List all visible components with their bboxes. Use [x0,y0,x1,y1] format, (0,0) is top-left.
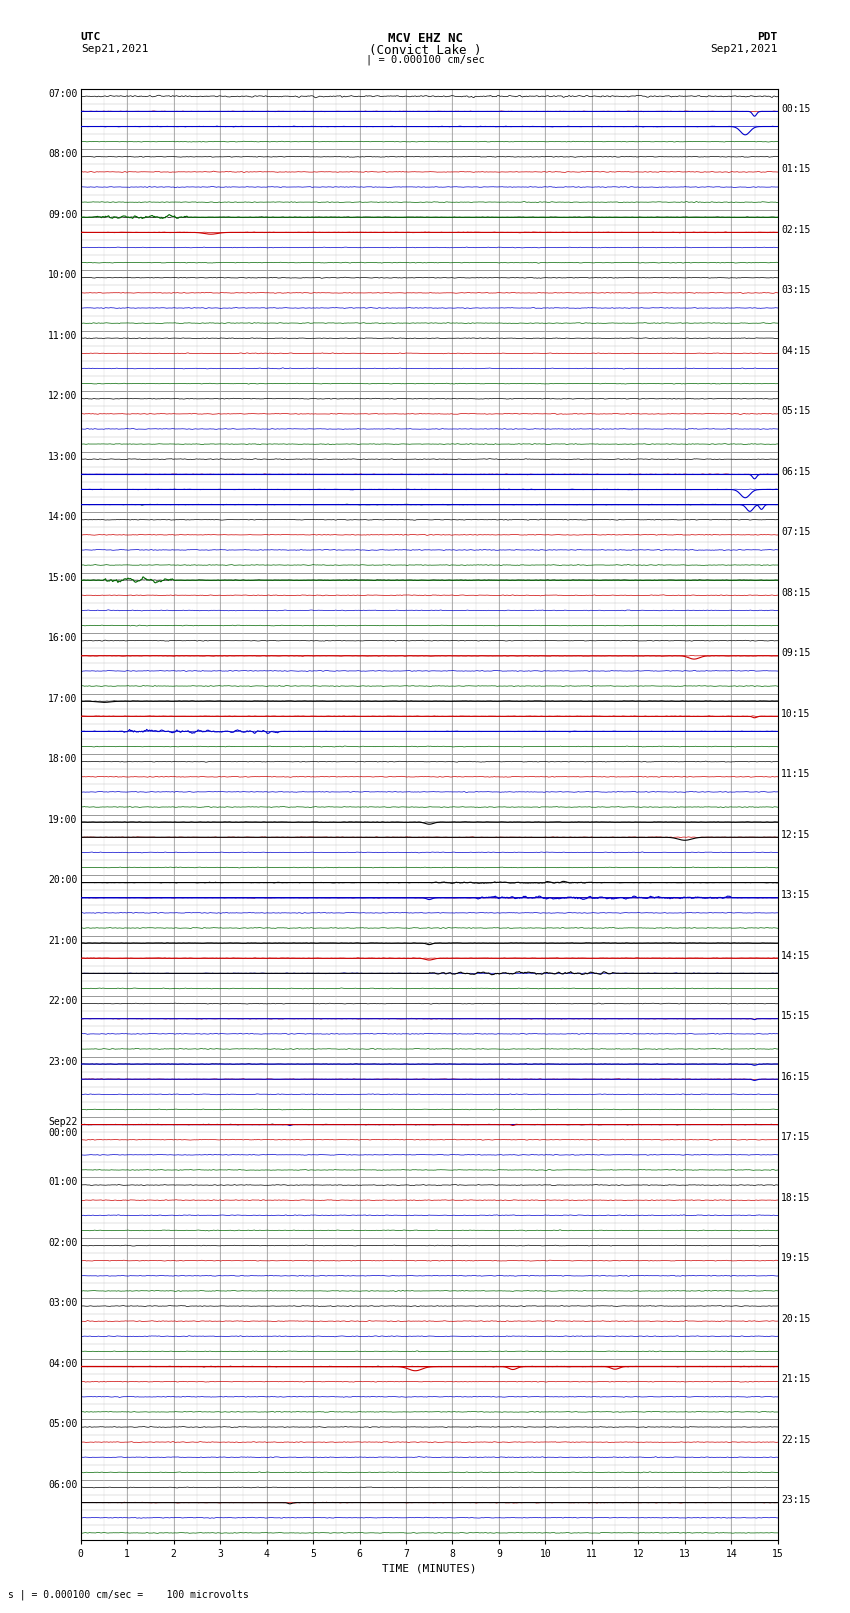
Text: 17:15: 17:15 [781,1132,811,1142]
Text: 17:00: 17:00 [48,694,77,703]
Text: 18:00: 18:00 [48,755,77,765]
Text: 13:15: 13:15 [781,890,811,900]
Text: 21:15: 21:15 [781,1374,811,1384]
Text: 19:15: 19:15 [781,1253,811,1263]
Text: 10:00: 10:00 [48,271,77,281]
Text: 12:15: 12:15 [781,829,811,840]
Text: 14:15: 14:15 [781,950,811,961]
Text: 22:15: 22:15 [781,1434,811,1445]
Text: 04:00: 04:00 [48,1358,77,1369]
Text: 23:15: 23:15 [781,1495,811,1505]
Text: 06:15: 06:15 [781,466,811,477]
Text: 01:00: 01:00 [48,1177,77,1187]
Text: 08:00: 08:00 [48,150,77,160]
Text: 13:00: 13:00 [48,452,77,461]
X-axis label: TIME (MINUTES): TIME (MINUTES) [382,1563,477,1574]
Text: 23:00: 23:00 [48,1057,77,1066]
Text: Sep22
00:00: Sep22 00:00 [48,1118,77,1137]
Text: 15:15: 15:15 [781,1011,811,1021]
Text: (Convict Lake ): (Convict Lake ) [369,44,481,56]
Text: 09:00: 09:00 [48,210,77,219]
Text: 18:15: 18:15 [781,1192,811,1203]
Text: 06:00: 06:00 [48,1481,77,1490]
Text: 12:00: 12:00 [48,392,77,402]
Text: 10:15: 10:15 [781,708,811,719]
Text: Sep21,2021: Sep21,2021 [81,44,148,53]
Text: 09:15: 09:15 [781,648,811,658]
Text: | = 0.000100 cm/sec: | = 0.000100 cm/sec [366,55,484,66]
Text: 22:00: 22:00 [48,997,77,1007]
Text: 05:15: 05:15 [781,406,811,416]
Text: 03:00: 03:00 [48,1298,77,1308]
Text: 16:15: 16:15 [781,1071,811,1082]
Text: 19:00: 19:00 [48,815,77,824]
Text: 08:15: 08:15 [781,587,811,598]
Text: MCV EHZ NC: MCV EHZ NC [388,32,462,45]
Text: 02:00: 02:00 [48,1239,77,1248]
Text: 11:00: 11:00 [48,331,77,340]
Text: UTC: UTC [81,32,101,42]
Text: PDT: PDT [757,32,778,42]
Text: 20:15: 20:15 [781,1313,811,1324]
Text: 04:15: 04:15 [781,345,811,356]
Text: 03:15: 03:15 [781,286,811,295]
Text: 16:00: 16:00 [48,634,77,644]
Text: 02:15: 02:15 [781,224,811,235]
Text: 01:15: 01:15 [781,165,811,174]
Text: 21:00: 21:00 [48,936,77,945]
Text: 07:15: 07:15 [781,527,811,537]
Text: 05:00: 05:00 [48,1419,77,1429]
Text: 20:00: 20:00 [48,874,77,886]
Text: Sep21,2021: Sep21,2021 [711,44,778,53]
Text: 15:00: 15:00 [48,573,77,582]
Text: 00:15: 00:15 [781,103,811,115]
Text: 11:15: 11:15 [781,769,811,779]
Text: s | = 0.000100 cm/sec =    100 microvolts: s | = 0.000100 cm/sec = 100 microvolts [8,1589,249,1600]
Text: 14:00: 14:00 [48,513,77,523]
Text: 07:00: 07:00 [48,89,77,98]
